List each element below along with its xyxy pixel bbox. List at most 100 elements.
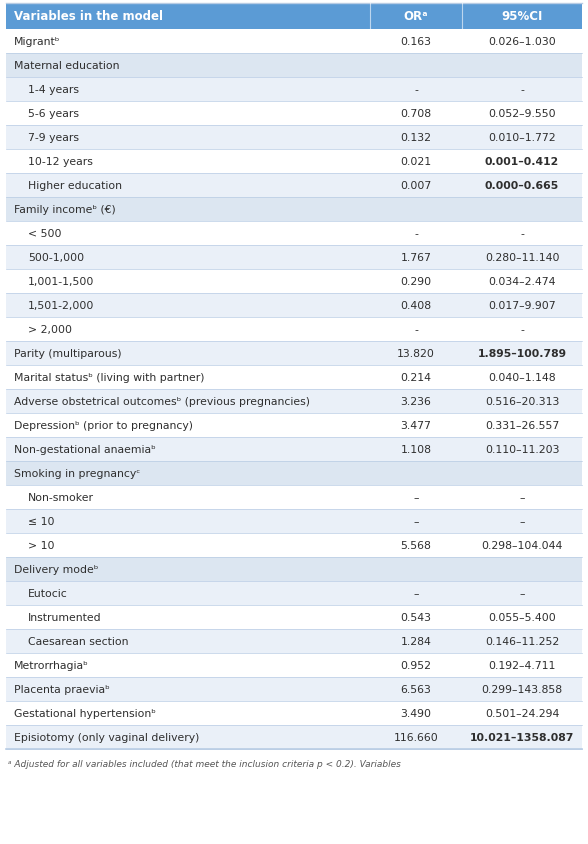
Text: 0.055–5.400: 0.055–5.400	[488, 612, 556, 622]
Text: ᵃ Adjusted for all variables included (that meet the inclusion criteria p < 0.2): ᵃ Adjusted for all variables included (t…	[8, 759, 401, 768]
Bar	[6, 54, 582, 78]
Text: 10-12 years: 10-12 years	[28, 157, 93, 167]
Bar	[6, 582, 582, 605]
Bar	[6, 246, 582, 270]
Text: 95%CI: 95%CI	[502, 10, 543, 24]
Text: Episiotomy (only vaginal delivery): Episiotomy (only vaginal delivery)	[14, 732, 199, 742]
Bar	[6, 174, 582, 197]
Text: 0.163: 0.163	[400, 37, 432, 47]
Text: 13.820: 13.820	[397, 349, 435, 359]
Text: 3.490: 3.490	[400, 708, 432, 718]
Text: Gestational hypertensionᵇ: Gestational hypertensionᵇ	[14, 708, 156, 718]
Text: 1.284: 1.284	[400, 636, 432, 647]
Text: -: -	[414, 229, 418, 239]
Text: Migrantᵇ: Migrantᵇ	[14, 37, 61, 47]
Text: 0.146–11.252: 0.146–11.252	[485, 636, 559, 647]
Text: Non-smoker: Non-smoker	[28, 492, 94, 502]
Bar	[6, 150, 582, 174]
Bar	[6, 294, 582, 317]
Text: 0.290: 0.290	[400, 277, 432, 287]
Bar	[6, 725, 582, 749]
Text: Non-gestational anaemiaᵇ: Non-gestational anaemiaᵇ	[14, 445, 156, 454]
Text: 5-6 years: 5-6 years	[28, 109, 79, 119]
Text: 10.021–1358.087: 10.021–1358.087	[470, 732, 574, 742]
Text: Adverse obstetrical outcomesᵇ (previous pregnancies): Adverse obstetrical outcomesᵇ (previous …	[14, 397, 310, 407]
Text: 0.110–11.203: 0.110–11.203	[485, 445, 559, 454]
Text: 1.767: 1.767	[400, 252, 432, 262]
Text: 0.501–24.294: 0.501–24.294	[485, 708, 559, 718]
Bar	[6, 342, 582, 365]
Text: Instrumented: Instrumented	[28, 612, 102, 622]
Text: 0.017–9.907: 0.017–9.907	[488, 300, 556, 311]
Bar	[6, 533, 582, 557]
Text: Variables in the model: Variables in the model	[14, 10, 163, 24]
Text: 0.299–143.858: 0.299–143.858	[482, 684, 563, 694]
Text: 0.543: 0.543	[400, 612, 432, 622]
Text: Smoking in pregnancyᶜ: Smoking in pregnancyᶜ	[14, 468, 141, 479]
Text: 1,001-1,500: 1,001-1,500	[28, 277, 95, 287]
Bar	[6, 317, 582, 342]
Bar	[6, 485, 582, 510]
Text: 0.214: 0.214	[400, 372, 432, 382]
Text: Marital statusᵇ (living with partner): Marital statusᵇ (living with partner)	[14, 372, 205, 382]
Text: -: -	[414, 85, 418, 95]
Text: 0.007: 0.007	[400, 181, 432, 191]
Text: Metrorrhagiaᵇ: Metrorrhagiaᵇ	[14, 660, 89, 670]
Bar	[6, 605, 582, 630]
Text: –: –	[519, 588, 524, 598]
Text: 0.021: 0.021	[400, 157, 432, 167]
Bar	[6, 510, 582, 533]
Text: 0.034–2.474: 0.034–2.474	[488, 277, 556, 287]
Text: Maternal education: Maternal education	[14, 61, 119, 71]
Text: > 10: > 10	[28, 540, 55, 550]
Text: 0.132: 0.132	[400, 133, 432, 143]
Text: 0.298–104.044: 0.298–104.044	[482, 540, 563, 550]
Text: > 2,000: > 2,000	[28, 325, 72, 334]
Text: 0.516–20.313: 0.516–20.313	[485, 397, 559, 407]
Text: 5.568: 5.568	[400, 540, 432, 550]
Text: 1.108: 1.108	[400, 445, 432, 454]
Text: 0.026–1.030: 0.026–1.030	[488, 37, 556, 47]
Bar	[6, 78, 582, 102]
Text: 500-1,000: 500-1,000	[28, 252, 84, 262]
Text: –: –	[519, 492, 524, 502]
Text: ≤ 10: ≤ 10	[28, 517, 55, 527]
Text: 0.001–0.412: 0.001–0.412	[485, 157, 559, 167]
Text: 116.660: 116.660	[393, 732, 439, 742]
Text: Parity (multiparous): Parity (multiparous)	[14, 349, 122, 359]
Text: Delivery modeᵇ: Delivery modeᵇ	[14, 565, 98, 574]
Bar	[6, 390, 582, 414]
Text: -: -	[520, 85, 524, 95]
Bar	[6, 653, 582, 677]
Text: 6.563: 6.563	[400, 684, 432, 694]
Bar	[6, 126, 582, 150]
Text: Family incomeᵇ (€): Family incomeᵇ (€)	[14, 205, 116, 214]
Text: 0.052–9.550: 0.052–9.550	[488, 109, 556, 119]
Text: 0.192–4.711: 0.192–4.711	[488, 660, 556, 670]
Text: -: -	[520, 229, 524, 239]
Text: 1-4 years: 1-4 years	[28, 85, 79, 95]
Text: 1.895–100.789: 1.895–100.789	[477, 349, 567, 359]
Text: 3.236: 3.236	[400, 397, 432, 407]
Text: Placenta praeviaᵇ: Placenta praeviaᵇ	[14, 684, 110, 694]
Bar	[6, 630, 582, 653]
Bar	[6, 222, 582, 246]
Text: -: -	[520, 325, 524, 334]
Text: 0.952: 0.952	[400, 660, 432, 670]
Text: 0.040–1.148: 0.040–1.148	[488, 372, 556, 382]
Bar	[6, 462, 582, 485]
Text: 0.280–11.140: 0.280–11.140	[485, 252, 559, 262]
Text: 0.408: 0.408	[400, 300, 432, 311]
Text: Caesarean section: Caesarean section	[28, 636, 129, 647]
Bar	[6, 270, 582, 294]
Text: Eutocic: Eutocic	[28, 588, 68, 598]
Text: ORᵃ: ORᵃ	[404, 10, 428, 24]
Bar	[6, 4, 582, 30]
Bar	[6, 701, 582, 725]
Text: –: –	[413, 588, 419, 598]
Text: 0.331–26.557: 0.331–26.557	[485, 420, 559, 430]
Text: 0.000–0.665: 0.000–0.665	[485, 181, 559, 191]
Bar	[6, 30, 582, 54]
Bar	[6, 102, 582, 126]
Text: Higher education: Higher education	[28, 181, 122, 191]
